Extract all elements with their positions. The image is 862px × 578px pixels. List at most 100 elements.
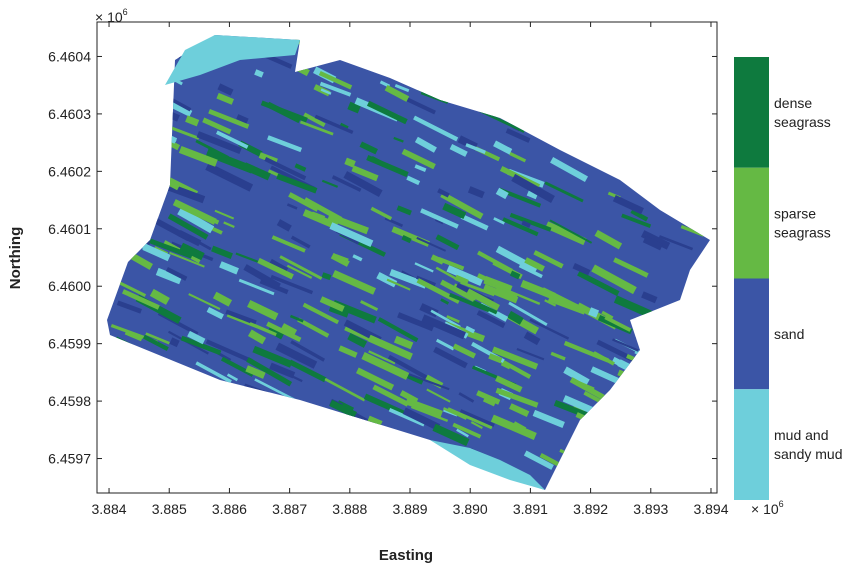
habitat-streak [180, 335, 222, 356]
habitat-streak [509, 403, 530, 417]
habitat-streak [435, 234, 460, 251]
habitat-streak [681, 337, 703, 352]
habitat-streak [107, 400, 144, 430]
habitat-streak [360, 300, 379, 312]
habitat-streak [242, 162, 271, 181]
habitat-streak [136, 161, 148, 171]
habitat-streak [147, 371, 170, 387]
habitat-streak [453, 62, 498, 83]
habitat-streak [125, 40, 154, 58]
habitat-streak [107, 352, 131, 376]
habitat-streak [366, 154, 409, 178]
habitat-streak [587, 421, 613, 441]
habitat-streak [297, 317, 330, 338]
habitat-streak [680, 225, 705, 237]
habitat-streak [565, 131, 608, 153]
habitat-streak [107, 373, 143, 398]
habitat-streak [521, 100, 565, 121]
habitat-streak [637, 321, 648, 328]
habitat-streak [395, 447, 434, 469]
habitat-streak [188, 293, 221, 311]
habitat-streak [575, 412, 622, 437]
habitat-streak [633, 108, 663, 126]
habitat-streak [299, 120, 334, 136]
habitat-streak [524, 257, 545, 272]
habitat-streak [578, 464, 611, 486]
habitat-streak [407, 469, 428, 483]
habitat-streak [520, 279, 556, 300]
y-tick-label: 6.4603 [48, 106, 91, 122]
habitat-streak [366, 100, 408, 125]
habitat-streak [288, 192, 319, 212]
habitat-streak [657, 473, 679, 486]
y-tick-label: 6.4599 [48, 336, 91, 352]
habitat-streak [130, 133, 152, 147]
habitat-streak [559, 448, 587, 464]
x-tick-label: 3.893 [633, 501, 668, 517]
habitat-streak [685, 440, 710, 459]
habitat-streak [290, 340, 326, 362]
habitat-streak [413, 456, 456, 481]
habitat-streak [582, 428, 626, 457]
habitat-streak [246, 357, 293, 387]
habitat-streak [309, 435, 355, 460]
habitat-streak [449, 143, 468, 157]
habitat-streak [507, 310, 524, 325]
x-axis-title: Easting [379, 547, 433, 564]
habitat-streak [674, 330, 702, 347]
habitat-streak [132, 122, 177, 143]
habitat-streak [359, 141, 378, 155]
habitat-streak [518, 264, 543, 279]
habitat-streak [235, 252, 264, 265]
habitat-streak [440, 191, 484, 220]
habitat-streak [526, 190, 538, 200]
habitat-streak [114, 86, 128, 96]
habitat-streak [495, 187, 509, 200]
habitat-streak [494, 51, 539, 77]
habitat-streak [142, 243, 171, 262]
habitat-streak [652, 112, 663, 121]
habitat-streak [618, 387, 665, 414]
y-multiplier-exp: 6 [123, 7, 128, 17]
habitat-streak [609, 110, 646, 131]
habitat-streak [533, 250, 564, 269]
habitat-streak [189, 458, 204, 470]
y-tick-label: 6.4601 [48, 221, 91, 237]
legend-label: seagrass [774, 225, 831, 241]
legend-swatch [734, 278, 769, 390]
habitat-streak [290, 235, 311, 249]
habitat-streak [331, 175, 362, 192]
habitat-streak [658, 235, 694, 251]
habitat-streak [169, 337, 180, 348]
habitat-streak [588, 307, 600, 318]
legend-swatch [734, 57, 769, 168]
habitat-streak [147, 178, 164, 191]
habitat-streak [648, 395, 692, 418]
habitat-streak [212, 291, 233, 307]
habitat-streak [367, 334, 413, 361]
habitat-streak [576, 111, 598, 126]
habitat-streak [286, 264, 313, 279]
habitat-streak [338, 345, 358, 358]
habitat-streak [626, 354, 668, 376]
habitat-streak [208, 108, 250, 129]
habitat-streak [329, 399, 357, 419]
habitat-streak [110, 396, 154, 419]
habitat-streak [523, 331, 541, 346]
habitat-streak [116, 101, 142, 114]
habitat-streak [388, 408, 425, 427]
habitat-streak [320, 88, 332, 95]
habitat-streak [419, 404, 438, 416]
habitat-streak [299, 467, 321, 480]
y-multiplier-base: × 10 [95, 9, 123, 25]
habitat-streak [532, 409, 565, 428]
habitat-streak [592, 351, 615, 366]
mud-fan-top [165, 35, 300, 85]
habitat-streak [432, 423, 470, 447]
habitat-streak [185, 115, 200, 127]
habitat-streak [506, 40, 532, 57]
habitat-streak [165, 266, 188, 281]
habitat-streak [465, 143, 486, 155]
habitat-streak [223, 221, 235, 229]
habitat-streak [642, 36, 684, 62]
